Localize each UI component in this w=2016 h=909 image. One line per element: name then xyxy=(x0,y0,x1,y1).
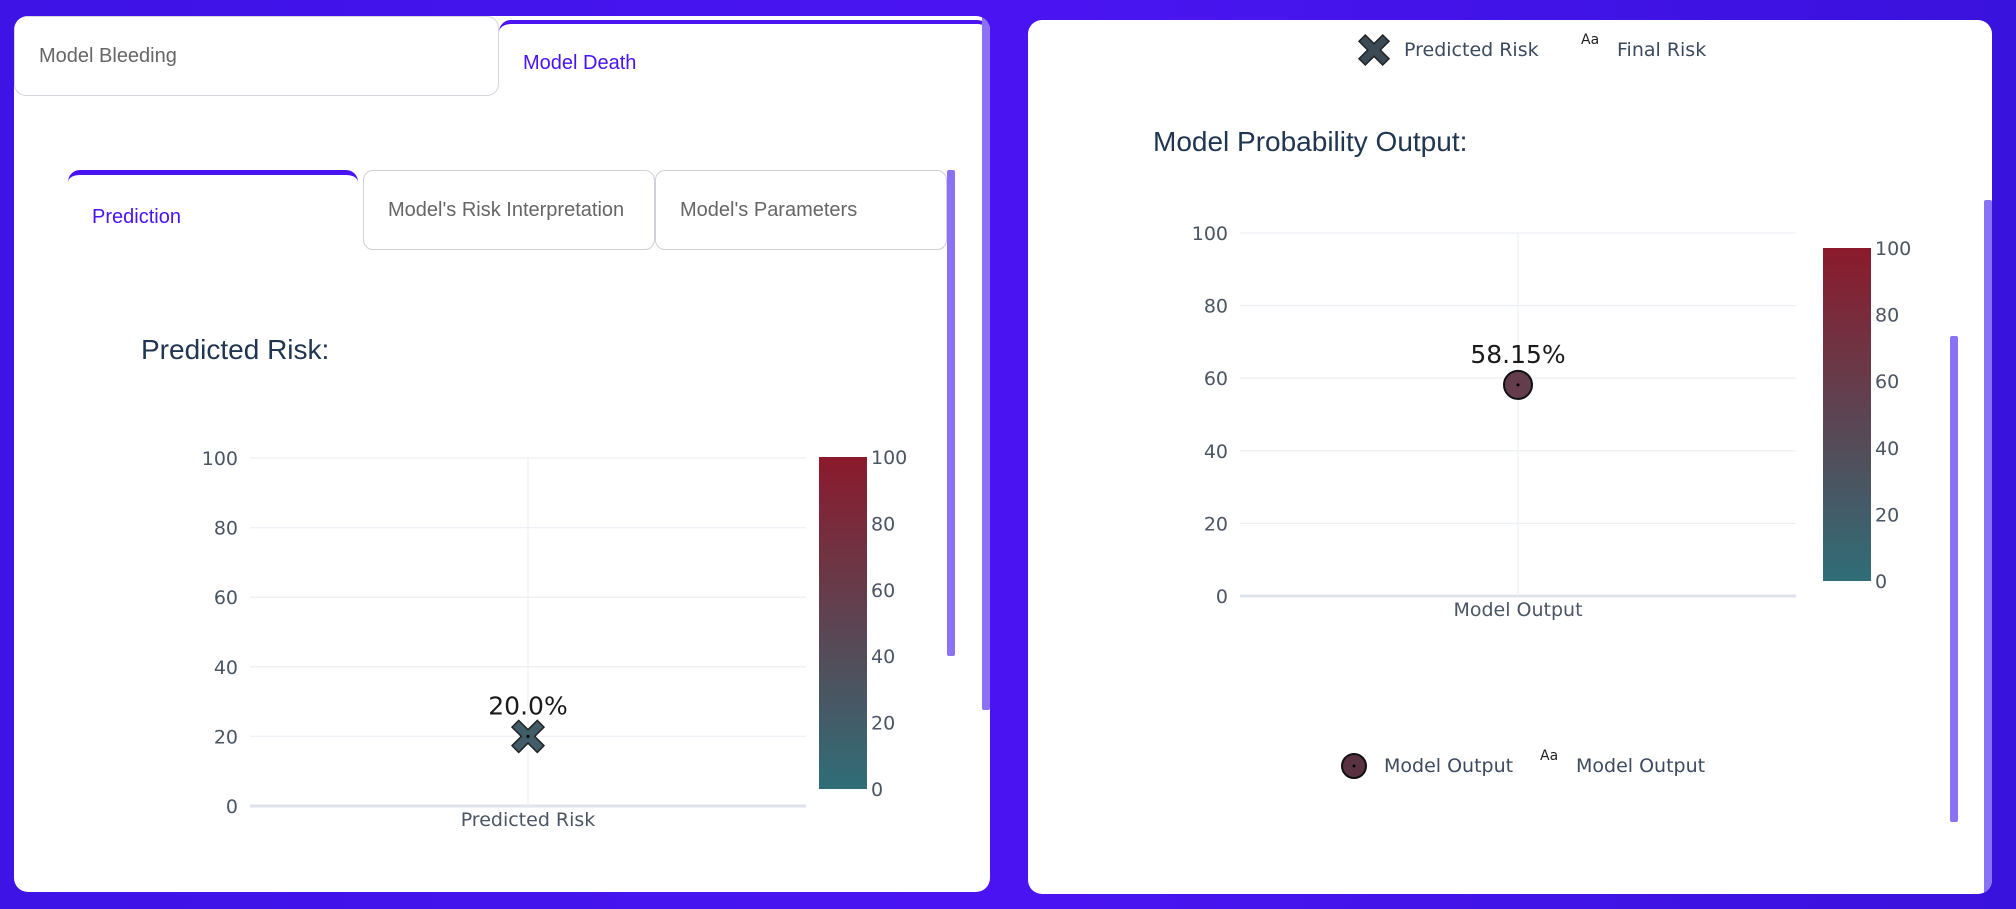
legend-label-0: Model Output xyxy=(1384,755,1513,777)
colorbar-tick-label: 100 xyxy=(1875,238,1911,260)
colorbar-tick-label: 80 xyxy=(871,513,895,535)
right-scrollbar-thumb-inner[interactable] xyxy=(1950,336,1958,822)
colorbar-tick-label: 40 xyxy=(1875,438,1899,460)
y-tick-label: 100 xyxy=(1192,223,1228,245)
colorbar-tick-label: 80 xyxy=(1875,305,1899,327)
colorbar xyxy=(819,457,867,789)
y-tick-label: 20 xyxy=(214,726,238,748)
data-point-center xyxy=(526,734,530,738)
colorbar-tick-label: 0 xyxy=(1875,571,1887,593)
tab-model-parameters[interactable]: Model's Parameters xyxy=(655,170,947,250)
colorbar-tick-label: 20 xyxy=(871,713,895,735)
data-label: 58.15% xyxy=(1470,340,1565,369)
circle-icon-center xyxy=(1352,764,1356,768)
legend-label-1: Model Output xyxy=(1576,755,1705,777)
colorbar-tick-label: 20 xyxy=(1875,504,1899,526)
right-scrollbar-thumb-outer[interactable] xyxy=(1984,200,1992,894)
y-tick-label: 60 xyxy=(1204,368,1228,390)
x-tick-label: Model Output xyxy=(1453,599,1582,621)
bottom-legend: Model Output Aa Model Output xyxy=(1341,748,1705,779)
top-legend: Predicted Risk Aa Final Risk xyxy=(1357,32,1706,67)
outer-scrollbar-thumb[interactable] xyxy=(982,16,990,710)
y-tick-label: 80 xyxy=(1204,296,1228,318)
tab-model-bleeding[interactable]: Model Bleeding xyxy=(14,16,499,96)
colorbar-tick-label: 60 xyxy=(1875,371,1899,393)
y-tick-label: 80 xyxy=(214,518,238,540)
y-tick-label: 0 xyxy=(226,796,238,818)
data-point-center xyxy=(1516,383,1520,387)
y-tick-label: 0 xyxy=(1216,586,1228,608)
legend-label-1: Final Risk xyxy=(1617,39,1706,61)
inner-scrollbar-thumb[interactable] xyxy=(947,170,955,656)
tab-prediction[interactable]: Prediction xyxy=(68,170,358,260)
text-aa-icon: Aa xyxy=(1581,32,1599,48)
predicted-risk-chart: 0 20 40 60 80 100 Predicted Risk 20.0% 0 20 40 60 80… xyxy=(202,447,908,831)
x-icon xyxy=(1357,33,1391,67)
colorbar-tick-label: 0 xyxy=(871,779,883,801)
y-tick-label: 60 xyxy=(214,587,238,609)
tab-model-death[interactable]: Model Death xyxy=(499,20,989,100)
y-tick-label: 100 xyxy=(202,448,238,470)
data-label: 20.0% xyxy=(488,691,567,720)
predicted-risk-title: Predicted Risk: xyxy=(141,334,330,365)
tab-risk-interpretation[interactable]: Model's Risk Interpretation xyxy=(363,170,655,250)
model-probability-title: Model Probability Output: xyxy=(1153,126,1468,157)
colorbar-tick-label: 100 xyxy=(871,447,907,469)
y-tick-label: 40 xyxy=(1204,441,1228,463)
left-panel: Model Bleeding Model Death Prediction Mo… xyxy=(14,16,990,892)
colorbar-tick-label: 40 xyxy=(871,646,895,668)
right-panel: Predicted Risk Aa Final Risk Model Probabi… xyxy=(1028,20,1992,894)
colorbar-tick-label: 60 xyxy=(871,580,895,602)
text-aa-icon: Aa xyxy=(1540,748,1558,764)
y-tick-label: 20 xyxy=(1204,513,1228,535)
model-output-chart: 0 20 40 60 80 100 Model Output 58.15% 0 20 40 60 80 1… xyxy=(1192,223,1912,621)
y-tick-label: 40 xyxy=(214,657,238,679)
x-tick-label: Predicted Risk xyxy=(461,809,596,831)
legend-label-0: Predicted Risk xyxy=(1404,39,1539,61)
colorbar xyxy=(1823,248,1871,581)
